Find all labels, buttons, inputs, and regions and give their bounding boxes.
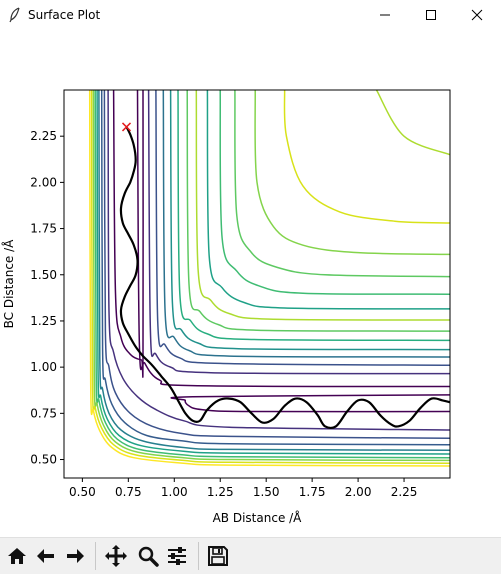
contour-line — [283, 90, 450, 224]
maximize-button[interactable] — [408, 0, 454, 30]
x-tick-label: 2.00 — [345, 485, 372, 499]
minimize-icon — [380, 14, 390, 16]
x-axis-ticks: 0.50 0.75 1.00 1.25 1.50 1.75 2.00 2.25 — [69, 478, 417, 499]
window-title: Surface Plot — [28, 8, 101, 22]
home-button[interactable] — [4, 543, 30, 569]
x-tick-label: 0.50 — [69, 485, 96, 499]
save-icon — [208, 546, 228, 566]
maximize-icon — [426, 10, 436, 20]
contour-line — [100, 90, 450, 446]
feather-icon — [8, 7, 22, 23]
forward-arrow-icon — [67, 549, 84, 563]
minimize-button[interactable] — [362, 0, 408, 30]
save-button[interactable] — [205, 543, 231, 569]
axes-frame — [63, 89, 451, 479]
close-button[interactable] — [454, 0, 500, 30]
contour-line — [219, 90, 450, 295]
x-tick-label: 2.25 — [391, 485, 418, 499]
pan-button[interactable] — [103, 543, 129, 569]
x-tick-label: 0.75 — [115, 485, 142, 499]
y-tick-label: 2.25 — [30, 129, 57, 143]
toolbar-separator — [198, 542, 199, 570]
y-tick-label: 1.00 — [30, 360, 57, 374]
plot-area — [64, 90, 450, 478]
figure-canvas[interactable]: 0.50 0.75 1.00 1.25 1.50 1.75 2.00 2.25 0.50 0.7… — [0, 30, 501, 536]
start-marker-x — [121, 122, 132, 132]
contour-line — [90, 90, 450, 464]
contour-line — [254, 90, 450, 256]
title-bar: Surface Plot — [0, 0, 501, 30]
contour-line — [177, 90, 450, 342]
contour-line — [96, 90, 450, 455]
contour-line — [170, 394, 450, 413]
contour-lines — [88, 90, 450, 467]
contour-line — [162, 90, 450, 358]
contour-line — [195, 90, 450, 321]
configure-subplots-icon — [168, 547, 186, 565]
back-arrow-icon — [37, 549, 54, 563]
contour-line — [375, 90, 450, 156]
trajectory-line — [119, 126, 450, 429]
contour-line — [155, 90, 450, 367]
contour-line — [92, 90, 450, 462]
x-tick-label: 1.25 — [207, 485, 234, 499]
trajectory — [119, 126, 450, 429]
toolbar-separator — [95, 542, 96, 570]
y-tick-label: 0.75 — [30, 406, 57, 420]
y-tick-label: 1.50 — [30, 268, 57, 282]
contour-line — [186, 90, 450, 332]
contour-line — [107, 90, 450, 431]
contour-chart: 0.50 0.75 1.00 1.25 1.50 1.75 2.00 2.25 0.50 0.7… — [1, 89, 451, 525]
contour-line — [112, 90, 144, 378]
y-axis-label: BC Distance /Å — [1, 239, 16, 329]
contour-line — [94, 90, 450, 459]
zoom-icon — [138, 546, 159, 567]
contour-line — [136, 90, 450, 388]
back-button[interactable] — [33, 543, 59, 569]
contour-line — [88, 90, 450, 467]
contour-line — [206, 90, 450, 310]
x-tick-label: 1.50 — [253, 485, 280, 499]
close-icon — [471, 9, 483, 21]
forward-button[interactable] — [62, 543, 88, 569]
zoom-button[interactable] — [135, 543, 161, 569]
x-axis-label: AB Distance /Å — [213, 510, 303, 525]
y-tick-label: 1.75 — [30, 222, 57, 236]
home-icon — [8, 548, 26, 564]
start-marker — [121, 122, 132, 132]
configure-subplots-button[interactable] — [164, 543, 190, 569]
y-tick-label: 1.25 — [30, 314, 57, 328]
contour-line — [147, 90, 450, 375]
x-tick-label: 1.00 — [161, 485, 188, 499]
y-axis-ticks: 0.50 0.75 1.00 1.25 1.50 1.75 2.00 2.25 — [30, 129, 64, 467]
navigation-toolbar — [0, 537, 501, 574]
y-tick-label: 2.00 — [30, 175, 57, 189]
y-tick-label: 0.50 — [30, 453, 57, 467]
contour-line — [169, 90, 450, 351]
contour-line — [103, 90, 450, 440]
pan-icon — [105, 545, 127, 567]
contour-line — [98, 90, 450, 452]
contour-line — [234, 90, 450, 278]
x-tick-label: 1.75 — [299, 485, 326, 499]
